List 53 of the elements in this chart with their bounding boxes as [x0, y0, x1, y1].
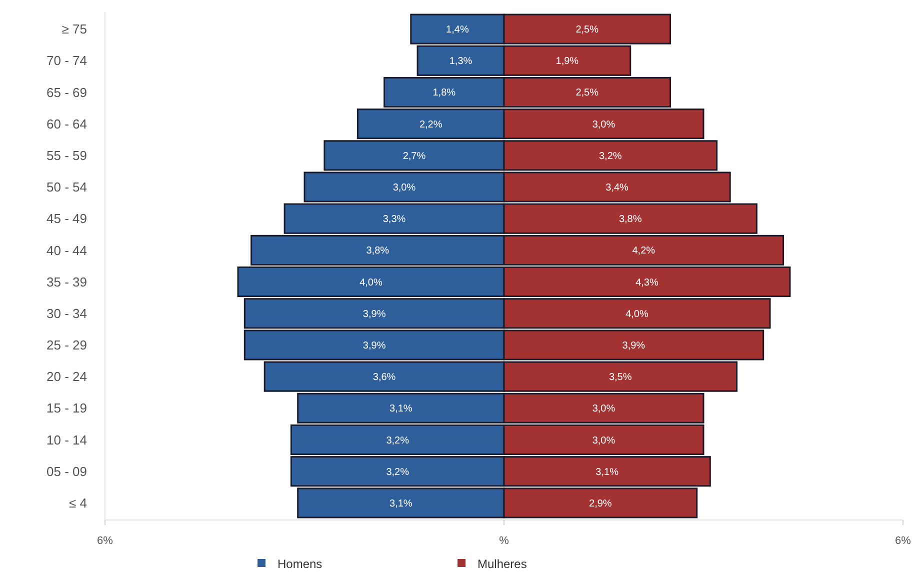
y-tick-label: ≤ 4 [69, 495, 87, 510]
y-tick-label: 35 - 39 [46, 274, 87, 290]
data-label: 3,1% [390, 404, 412, 415]
data-label: 3,8% [366, 246, 390, 257]
data-label: 2,5% [576, 88, 599, 99]
data-label: 2,7% [402, 150, 426, 162]
data-label: 1,4% [446, 24, 469, 36]
y-tick-label: 65 - 69 [46, 84, 87, 100]
data-label: 1,3% [449, 56, 472, 68]
data-label: 4,2% [632, 246, 656, 257]
data-label: 4,0% [360, 277, 383, 288]
y-tick-label: 10 - 14 [46, 432, 87, 448]
y-tick-label: 40 - 44 [46, 242, 87, 258]
data-label: 3,9% [362, 340, 386, 352]
x-tick-label: 6% [97, 535, 114, 547]
data-label: 3,3% [382, 214, 406, 226]
data-label: 2,5% [576, 24, 599, 36]
data-label: 3,2% [386, 466, 410, 478]
y-tick-label: 05 - 09 [46, 464, 87, 479]
data-label: 3,8% [618, 214, 642, 226]
y-tick-label: 55 - 59 [46, 148, 87, 163]
data-label: 3,1% [390, 498, 412, 510]
data-label: 3,2% [599, 150, 622, 162]
data-label: 3,0% [592, 404, 616, 415]
y-tick-label: 30 - 34 [46, 306, 87, 321]
data-label: 3,6% [372, 372, 396, 384]
data-label: 3,2% [386, 435, 410, 446]
data-label: 3,5% [608, 372, 632, 384]
data-label: 3,4% [606, 182, 629, 194]
data-label: 1,9% [556, 56, 579, 68]
legend-label: Homens [278, 557, 322, 572]
data-label: 3,9% [622, 340, 646, 352]
y-tick-label: 45 - 49 [46, 211, 87, 226]
data-label: 3,0% [592, 435, 616, 446]
data-label: 4,3% [636, 277, 658, 288]
data-label: 1,8% [432, 88, 456, 99]
data-label: 3,9% [362, 308, 386, 320]
data-label: 3,0% [592, 119, 616, 130]
x-tick-label: 6% [895, 535, 912, 547]
legend-label: Mulheres [478, 557, 527, 572]
y-tick-label: 50 - 54 [46, 180, 87, 195]
y-tick-label: 20 - 24 [46, 369, 87, 384]
y-tick-label: ≥ 75 [62, 22, 87, 37]
y-tick-label: 70 - 74 [46, 53, 87, 68]
y-tick-label: 15 - 19 [46, 400, 87, 416]
data-label: 3,0% [392, 182, 416, 194]
data-label: 2,9% [589, 498, 612, 510]
y-tick-label: 25 - 29 [46, 338, 87, 353]
data-label: 4,0% [626, 308, 649, 320]
y-tick-label: 60 - 64 [46, 116, 87, 132]
data-label: 2,2% [419, 119, 442, 130]
data-label: 3,1% [596, 466, 619, 478]
x-tick-label: % [499, 535, 510, 547]
